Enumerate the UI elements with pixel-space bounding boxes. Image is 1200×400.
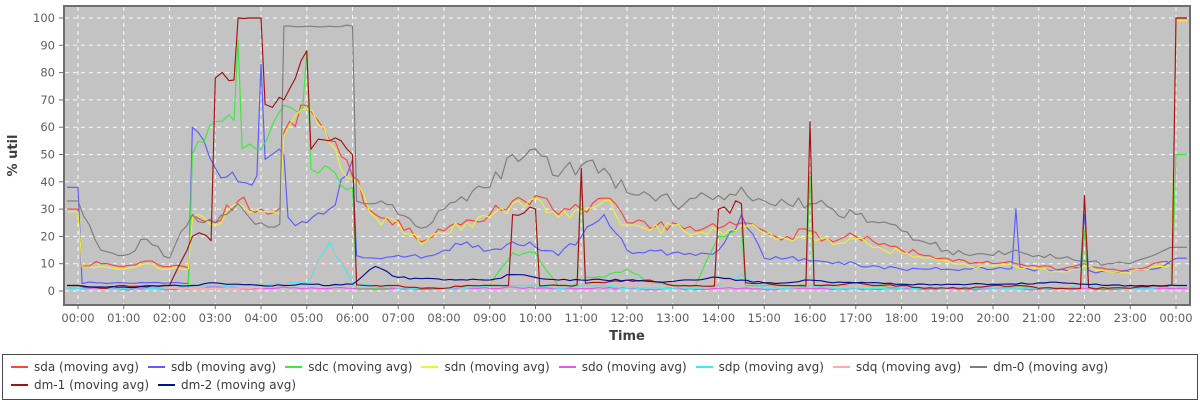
- svg-text:00:00: 00:00: [61, 311, 94, 325]
- legend-swatch: [147, 366, 165, 368]
- legend-item: sdn (moving avg): [421, 359, 550, 375]
- legend-label: sdq (moving avg): [855, 360, 962, 374]
- axis-tick-labels: 00:00 01:00 02:00 03:00 04:00 05:00 06:00 07:00…: [33, 11, 1193, 325]
- legend-swatch: [695, 366, 713, 368]
- series-line-sdn: [67, 20, 1187, 274]
- svg-text:08:00: 08:00: [427, 311, 460, 325]
- svg-text:90: 90: [40, 38, 55, 52]
- legend-item: sda (moving avg): [11, 359, 139, 375]
- svg-text:01:00: 01:00: [107, 311, 140, 325]
- legend-swatch: [970, 366, 988, 368]
- svg-text:16:00: 16:00: [793, 311, 826, 325]
- legend-label: sdn (moving avg): [444, 360, 550, 374]
- series-lines: [67, 17, 1187, 291]
- svg-text:21:00: 21:00: [1022, 311, 1055, 325]
- legend-label: dm-1 (moving avg): [34, 378, 150, 392]
- chart-legend: sda (moving avg) sdb (moving avg) sdc (mov…: [2, 354, 1198, 400]
- series-line-sdb: [67, 63, 1187, 285]
- svg-text:00:00: 00:00: [1159, 311, 1192, 325]
- svg-text:22:00: 22:00: [1068, 311, 1101, 325]
- svg-text:20: 20: [40, 229, 55, 243]
- svg-text:09:00: 09:00: [473, 311, 506, 325]
- legend-label: dm-2 (moving avg): [181, 378, 297, 392]
- svg-text:10: 10: [40, 257, 55, 271]
- plot-svg: 00:00 01:00 02:00 03:00 04:00 05:00 06:00 07:00…: [6, 5, 1193, 344]
- svg-text:02:00: 02:00: [153, 311, 186, 325]
- legend-swatch: [158, 384, 176, 386]
- series-line-sdq: [67, 249, 1187, 290]
- svg-text:40: 40: [40, 175, 55, 189]
- svg-text:100: 100: [33, 11, 55, 25]
- legend-item: sdc (moving avg): [285, 359, 412, 375]
- svg-text:13:00: 13:00: [656, 311, 689, 325]
- legend-label: sdb (moving avg): [170, 360, 277, 374]
- svg-text:70: 70: [40, 93, 55, 107]
- svg-text:14:00: 14:00: [702, 311, 735, 325]
- svg-text:10:00: 10:00: [519, 311, 552, 325]
- legend-item: sdp (moving avg): [695, 359, 824, 375]
- svg-text:04:00: 04:00: [244, 311, 277, 325]
- svg-text:03:00: 03:00: [199, 311, 232, 325]
- svg-text:07:00: 07:00: [382, 311, 415, 325]
- series-line-dm-2: [67, 265, 1187, 289]
- legend-item: sdo (moving avg): [558, 359, 687, 375]
- svg-text:05:00: 05:00: [290, 311, 323, 325]
- legend-label: sdp (moving avg): [718, 360, 824, 374]
- legend-label: dm-0 (moving avg): [993, 360, 1109, 374]
- legend-item: sdq (moving avg): [832, 359, 962, 375]
- svg-text:17:00: 17:00: [839, 311, 872, 325]
- svg-text:11:00: 11:00: [565, 311, 598, 325]
- legend-label: sdo (moving avg): [581, 360, 687, 374]
- svg-text:60: 60: [40, 120, 55, 134]
- svg-text:23:00: 23:00: [1114, 311, 1147, 325]
- legend-swatch: [285, 366, 303, 368]
- x-axis-label: Time: [609, 329, 645, 344]
- svg-text:0: 0: [48, 284, 55, 298]
- svg-text:06:00: 06:00: [336, 311, 369, 325]
- svg-text:30: 30: [40, 202, 55, 216]
- legend-swatch: [558, 366, 576, 368]
- legend-item: dm-0 (moving avg): [970, 359, 1108, 375]
- legend-label: sdc (moving avg): [308, 360, 413, 374]
- series-line-dm-0: [67, 24, 1187, 266]
- legend-swatch: [421, 366, 439, 368]
- legend-swatch: [11, 384, 28, 386]
- svg-text:18:00: 18:00: [885, 311, 918, 325]
- legend-swatch: [11, 366, 28, 368]
- legend-swatch: [832, 366, 850, 368]
- plot-border: [63, 5, 1191, 306]
- y-axis-label: % util: [6, 135, 21, 177]
- legend-label: sda (moving avg): [34, 360, 139, 374]
- gridlines: [65, 7, 1189, 304]
- series-line-sda: [67, 17, 1187, 272]
- svg-text:15:00: 15:00: [748, 311, 781, 325]
- legend-item: sdb (moving avg): [147, 359, 277, 375]
- svg-text:19:00: 19:00: [931, 311, 964, 325]
- svg-text:12:00: 12:00: [610, 311, 643, 325]
- svg-text:20:00: 20:00: [976, 311, 1009, 325]
- legend-item: dm-2 (moving avg): [158, 377, 296, 393]
- legend-item: dm-1 (moving avg): [11, 377, 149, 393]
- svg-text:80: 80: [40, 66, 55, 80]
- svg-text:50: 50: [40, 148, 55, 162]
